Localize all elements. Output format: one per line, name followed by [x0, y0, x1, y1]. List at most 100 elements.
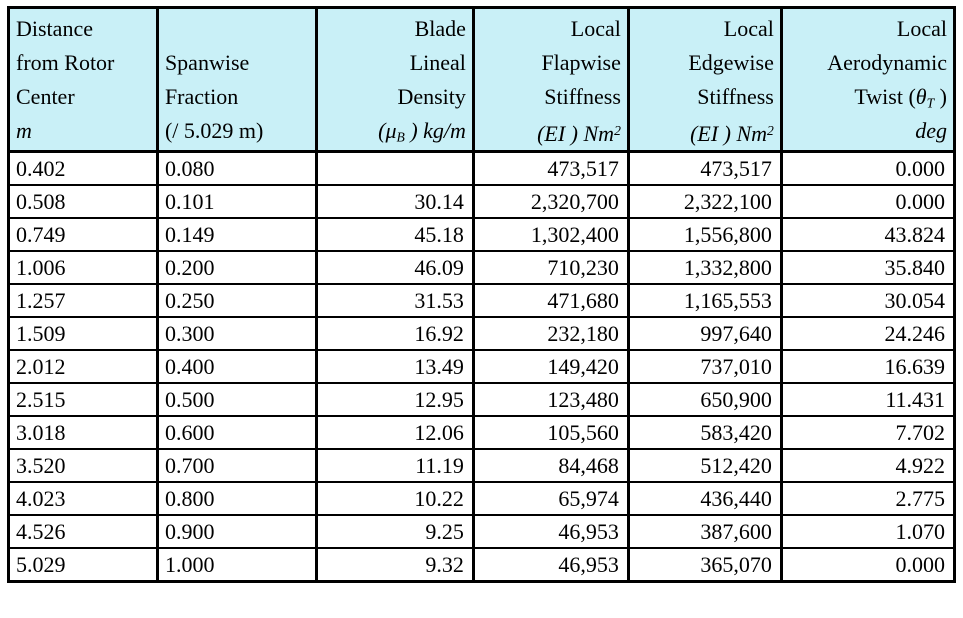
- table-header: Distance from Rotor Center m Spanwise Fr…: [7, 6, 957, 153]
- column-header-lineal-density: Blade Lineal Density (μB ) kg/m: [314, 6, 475, 153]
- table-row: 3.520 0.700 11.19 84,468 512,420 4.922: [7, 448, 957, 483]
- table-cell: 45.18: [314, 217, 475, 252]
- table-cell: 10.22: [314, 481, 475, 516]
- header-unit: (EI ) Nm2: [537, 121, 621, 147]
- header-line: Blade: [414, 16, 466, 41]
- table-cell: 31.53: [314, 283, 475, 318]
- table-cell: 2,322,100: [626, 184, 783, 219]
- header-line: from Rotor: [16, 50, 115, 75]
- table-cell: 0.000: [779, 547, 957, 583]
- table-cell: 0.250: [155, 283, 318, 318]
- table-cell: 1,165,553: [626, 283, 783, 318]
- table-cell: 650,900: [626, 382, 783, 417]
- table-cell: 3.520: [7, 448, 159, 483]
- header-line: Aerodynamic: [827, 50, 947, 75]
- table-cell: 5.029: [7, 547, 159, 583]
- column-header-spanwise-fraction: Spanwise Fraction (/ 5.029 m): [155, 6, 318, 153]
- table-cell: 24.246: [779, 316, 957, 351]
- table-cell: 13.49: [314, 349, 475, 384]
- table-row: 2.012 0.400 13.49 149,420 737,010 16.639: [7, 349, 957, 384]
- table-cell: 4.023: [7, 481, 159, 516]
- table-cell: 737,010: [626, 349, 783, 384]
- header-line: Density: [397, 84, 466, 109]
- table-cell: 11.431: [779, 382, 957, 417]
- table-body: 0.402 0.080 473,517 473,517 0.000 0.508 0.101 3…: [7, 150, 957, 583]
- table-cell: 0.400: [155, 349, 318, 384]
- table-cell: 473,517: [626, 150, 783, 186]
- table-cell: 4.922: [779, 448, 957, 483]
- table-cell: 4.526: [7, 514, 159, 549]
- table-cell: 1.000: [155, 547, 318, 583]
- header-line: Local: [723, 16, 774, 41]
- table-cell: 512,420: [626, 448, 783, 483]
- table-cell: 11.19: [314, 448, 475, 483]
- table-cell: 105,560: [471, 415, 630, 450]
- table-cell: 30.14: [314, 184, 475, 219]
- table-cell: 387,600: [626, 514, 783, 549]
- table-cell: 1,302,400: [471, 217, 630, 252]
- header-line: Stiffness: [544, 84, 621, 109]
- table-cell: 0.200: [155, 250, 318, 285]
- column-header-edgewise-stiffness: Local Edgewise Stiffness (EI ) Nm2: [626, 6, 783, 153]
- table-cell: 3.018: [7, 415, 159, 450]
- table-cell: 2.775: [779, 481, 957, 516]
- table-cell: 0.749: [7, 217, 159, 252]
- table-cell: 46,953: [471, 547, 630, 583]
- header-line: Edgewise: [688, 50, 774, 75]
- table-cell: 2.012: [7, 349, 159, 384]
- table-cell: 9.25: [314, 514, 475, 549]
- table-cell: 43.824: [779, 217, 957, 252]
- table-cell: 0.000: [779, 184, 957, 219]
- table-cell: 0.900: [155, 514, 318, 549]
- header-line: Lineal: [409, 50, 466, 75]
- table-cell: 12.95: [314, 382, 475, 417]
- table-cell: 30.054: [779, 283, 957, 318]
- header-line: Center: [16, 84, 75, 109]
- column-header-distance: Distance from Rotor Center m: [7, 6, 159, 153]
- table-cell: 149,420: [471, 349, 630, 384]
- table-cell: 710,230: [471, 250, 630, 285]
- table-row: 1.006 0.200 46.09 710,230 1,332,800 35.840: [7, 250, 957, 285]
- table-cell: [314, 150, 475, 186]
- table-cell: 436,440: [626, 481, 783, 516]
- table-cell: 65,974: [471, 481, 630, 516]
- table-cell: 0.402: [7, 150, 159, 186]
- table-cell: 473,517: [471, 150, 630, 186]
- table-cell: 0.300: [155, 316, 318, 351]
- header-unit: (μB ) kg/m: [378, 118, 466, 145]
- header-line: Flapwise: [541, 50, 621, 75]
- table-cell: 9.32: [314, 547, 475, 583]
- column-header-flapwise-stiffness: Local Flapwise Stiffness (EI ) Nm2: [471, 6, 630, 153]
- table-cell: 35.840: [779, 250, 957, 285]
- table-cell: 123,480: [471, 382, 630, 417]
- table-cell: 0.000: [779, 150, 957, 186]
- table-cell: 583,420: [626, 415, 783, 450]
- table-cell: 1,556,800: [626, 217, 783, 252]
- table-cell: 2.515: [7, 382, 159, 417]
- page: Distance from Rotor Center m Spanwise Fr…: [7, 6, 957, 583]
- table-cell: 1.070: [779, 514, 957, 549]
- table-row: 4.526 0.900 9.25 46,953 387,600 1.070: [7, 514, 957, 549]
- table-cell: 471,680: [471, 283, 630, 318]
- table-cell: 46,953: [471, 514, 630, 549]
- column-header-aerodynamic-twist: Local Aerodynamic Twist (θT ) deg: [779, 6, 957, 153]
- table-cell: 0.101: [155, 184, 318, 219]
- header-line: Distance: [16, 16, 93, 41]
- table-row: 1.257 0.250 31.53 471,680 1,165,553 30.054: [7, 283, 957, 318]
- table-cell: 0.600: [155, 415, 318, 450]
- table-cell: 7.702: [779, 415, 957, 450]
- header-line: Fraction: [164, 84, 239, 109]
- table-cell: 0.500: [155, 382, 318, 417]
- table-cell: 365,070: [626, 547, 783, 583]
- table-cell: 0.149: [155, 217, 318, 252]
- table-cell: 16.639: [779, 349, 957, 384]
- header-line: Stiffness: [697, 84, 774, 109]
- header-unit: (EI ) Nm2: [690, 121, 774, 147]
- table-row: 1.509 0.300 16.92 232,180 997,640 24.246: [7, 316, 957, 351]
- table-cell: 0.080: [155, 150, 318, 186]
- table-cell: 1.006: [7, 250, 159, 285]
- table-row: 2.515 0.500 12.95 123,480 650,900 11.431: [7, 382, 957, 417]
- header-line: Twist (θT ): [854, 84, 947, 111]
- header-unit: m: [16, 118, 32, 143]
- table-cell: 1.509: [7, 316, 159, 351]
